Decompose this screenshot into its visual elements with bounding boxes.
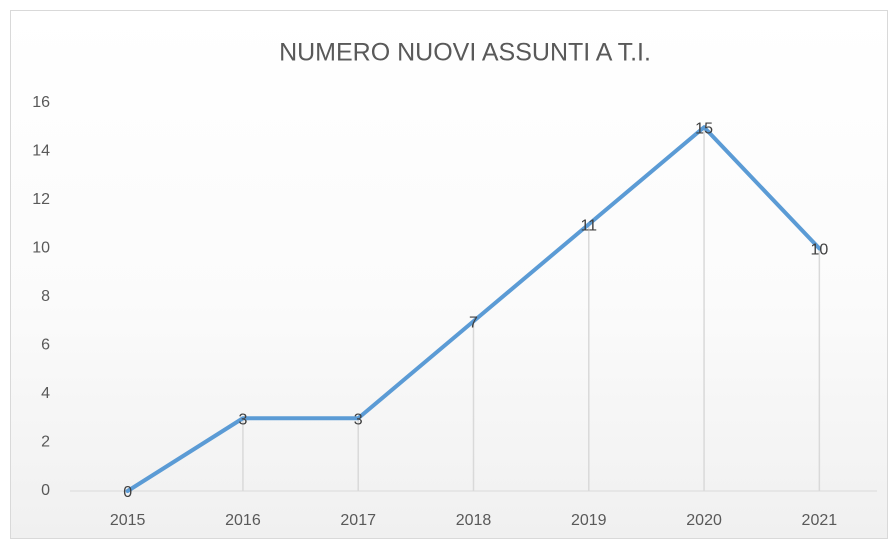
x-tick-label: 2019 bbox=[571, 512, 607, 529]
data-label: 3 bbox=[238, 411, 247, 428]
chart-title: NUMERO NUOVI ASSUNTI A T.I. bbox=[279, 39, 651, 67]
y-tick-label: 6 bbox=[41, 337, 50, 354]
x-tick-label: 2017 bbox=[340, 512, 376, 529]
x-tick-label: 2018 bbox=[456, 512, 492, 529]
x-tick-label: 2015 bbox=[110, 512, 146, 529]
x-tick-label: 2016 bbox=[225, 512, 261, 529]
y-tick-label: 14 bbox=[32, 143, 50, 160]
y-tick-label: 8 bbox=[41, 288, 50, 305]
y-tick-label: 16 bbox=[32, 94, 50, 111]
y-tick-label: 4 bbox=[41, 385, 50, 402]
x-tick-label: 2020 bbox=[686, 512, 722, 529]
data-label: 0 bbox=[123, 484, 132, 501]
data-label: 15 bbox=[695, 120, 713, 137]
y-tick-label: 0 bbox=[41, 482, 50, 499]
data-label: 11 bbox=[580, 217, 597, 234]
line-series bbox=[125, 125, 822, 493]
data-label: 7 bbox=[469, 314, 478, 331]
x-tick-label: 2021 bbox=[802, 512, 838, 529]
y-tick-label: 10 bbox=[32, 240, 50, 257]
y-tick-label: 2 bbox=[41, 434, 50, 451]
data-label: 10 bbox=[810, 242, 828, 259]
data-label: 3 bbox=[354, 411, 363, 428]
chart-frame bbox=[10, 10, 888, 539]
y-tick-label: 12 bbox=[32, 191, 50, 208]
